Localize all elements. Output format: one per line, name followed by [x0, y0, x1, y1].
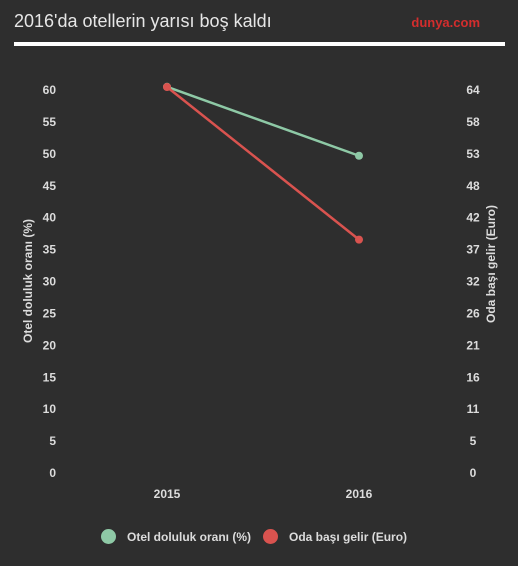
chart-header: 2016'da otellerin yarısı boş kaldı dunya…: [0, 0, 518, 48]
x-tick-label: 2015: [154, 487, 181, 501]
y-tick-label: 25: [43, 306, 57, 320]
y2-tick-label: 53: [466, 147, 480, 161]
y-tick-label: 50: [43, 147, 57, 161]
y2-tick-label: 58: [466, 115, 480, 129]
series-line: [166, 86, 360, 241]
y-tick-label: 30: [43, 275, 57, 289]
y-tick-label: 35: [43, 243, 57, 257]
y2-tick-label: 11: [467, 402, 480, 416]
legend-swatch-occupancy: [101, 529, 116, 544]
y-tick-label: 40: [43, 211, 57, 225]
y-axis-ticks: 0 5 10 15 20 25 30 35 40 45 50 55 60: [43, 83, 57, 480]
y-tick-label: 0: [49, 466, 56, 480]
y2-axis-label: Oda başı gelir (Euro): [484, 205, 498, 323]
y2-tick-label: 32: [466, 275, 480, 289]
x-axis-ticks: 2015 2016: [154, 487, 373, 501]
y2-tick-label: 48: [466, 179, 480, 193]
y2-tick-label: 5: [470, 434, 477, 448]
y2-tick-label: 64: [466, 83, 480, 97]
y-tick-label: 45: [43, 179, 57, 193]
y-tick-label: 55: [43, 115, 57, 129]
data-point[interactable]: [355, 151, 363, 160]
series-line: [166, 85, 360, 157]
data-point[interactable]: [355, 235, 363, 244]
y2-axis-ticks: 0 5 11 16 21 26 32 37 42 48 53 58 64: [466, 83, 480, 480]
legend-label-occupancy: Otel doluluk oranı (%): [127, 530, 252, 544]
y-tick-label: 10: [43, 402, 57, 416]
legend: Otel doluluk oranı (%) Oda başı gelir (E…: [0, 527, 518, 547]
data-point[interactable]: [163, 83, 171, 92]
x-tick-label: 2016: [346, 487, 373, 501]
y2-tick-label: 0: [470, 466, 477, 480]
y-tick-label: 15: [43, 370, 57, 384]
series-lines: [166, 85, 360, 241]
y2-tick-label: 42: [466, 211, 480, 225]
y-tick-label: 60: [43, 83, 57, 97]
y2-tick-label: 37: [466, 243, 480, 257]
brand-logo[interactable]: dunya.com: [411, 15, 480, 30]
header-divider: [14, 42, 505, 46]
y-tick-label: 5: [49, 434, 56, 448]
legend-swatch-revenue: [263, 529, 278, 544]
y-tick-label: 20: [43, 338, 57, 352]
y-axis-label: Otel doluluk oranı (%): [21, 219, 35, 343]
y2-tick-label: 21: [466, 338, 480, 352]
series-points: [163, 82, 363, 244]
chart-title: 2016'da otellerin yarısı boş kaldı: [14, 11, 272, 31]
legend-label-revenue: Oda başı gelir (Euro): [289, 530, 408, 544]
y2-tick-label: 26: [466, 306, 480, 320]
y2-tick-label: 16: [466, 370, 480, 384]
